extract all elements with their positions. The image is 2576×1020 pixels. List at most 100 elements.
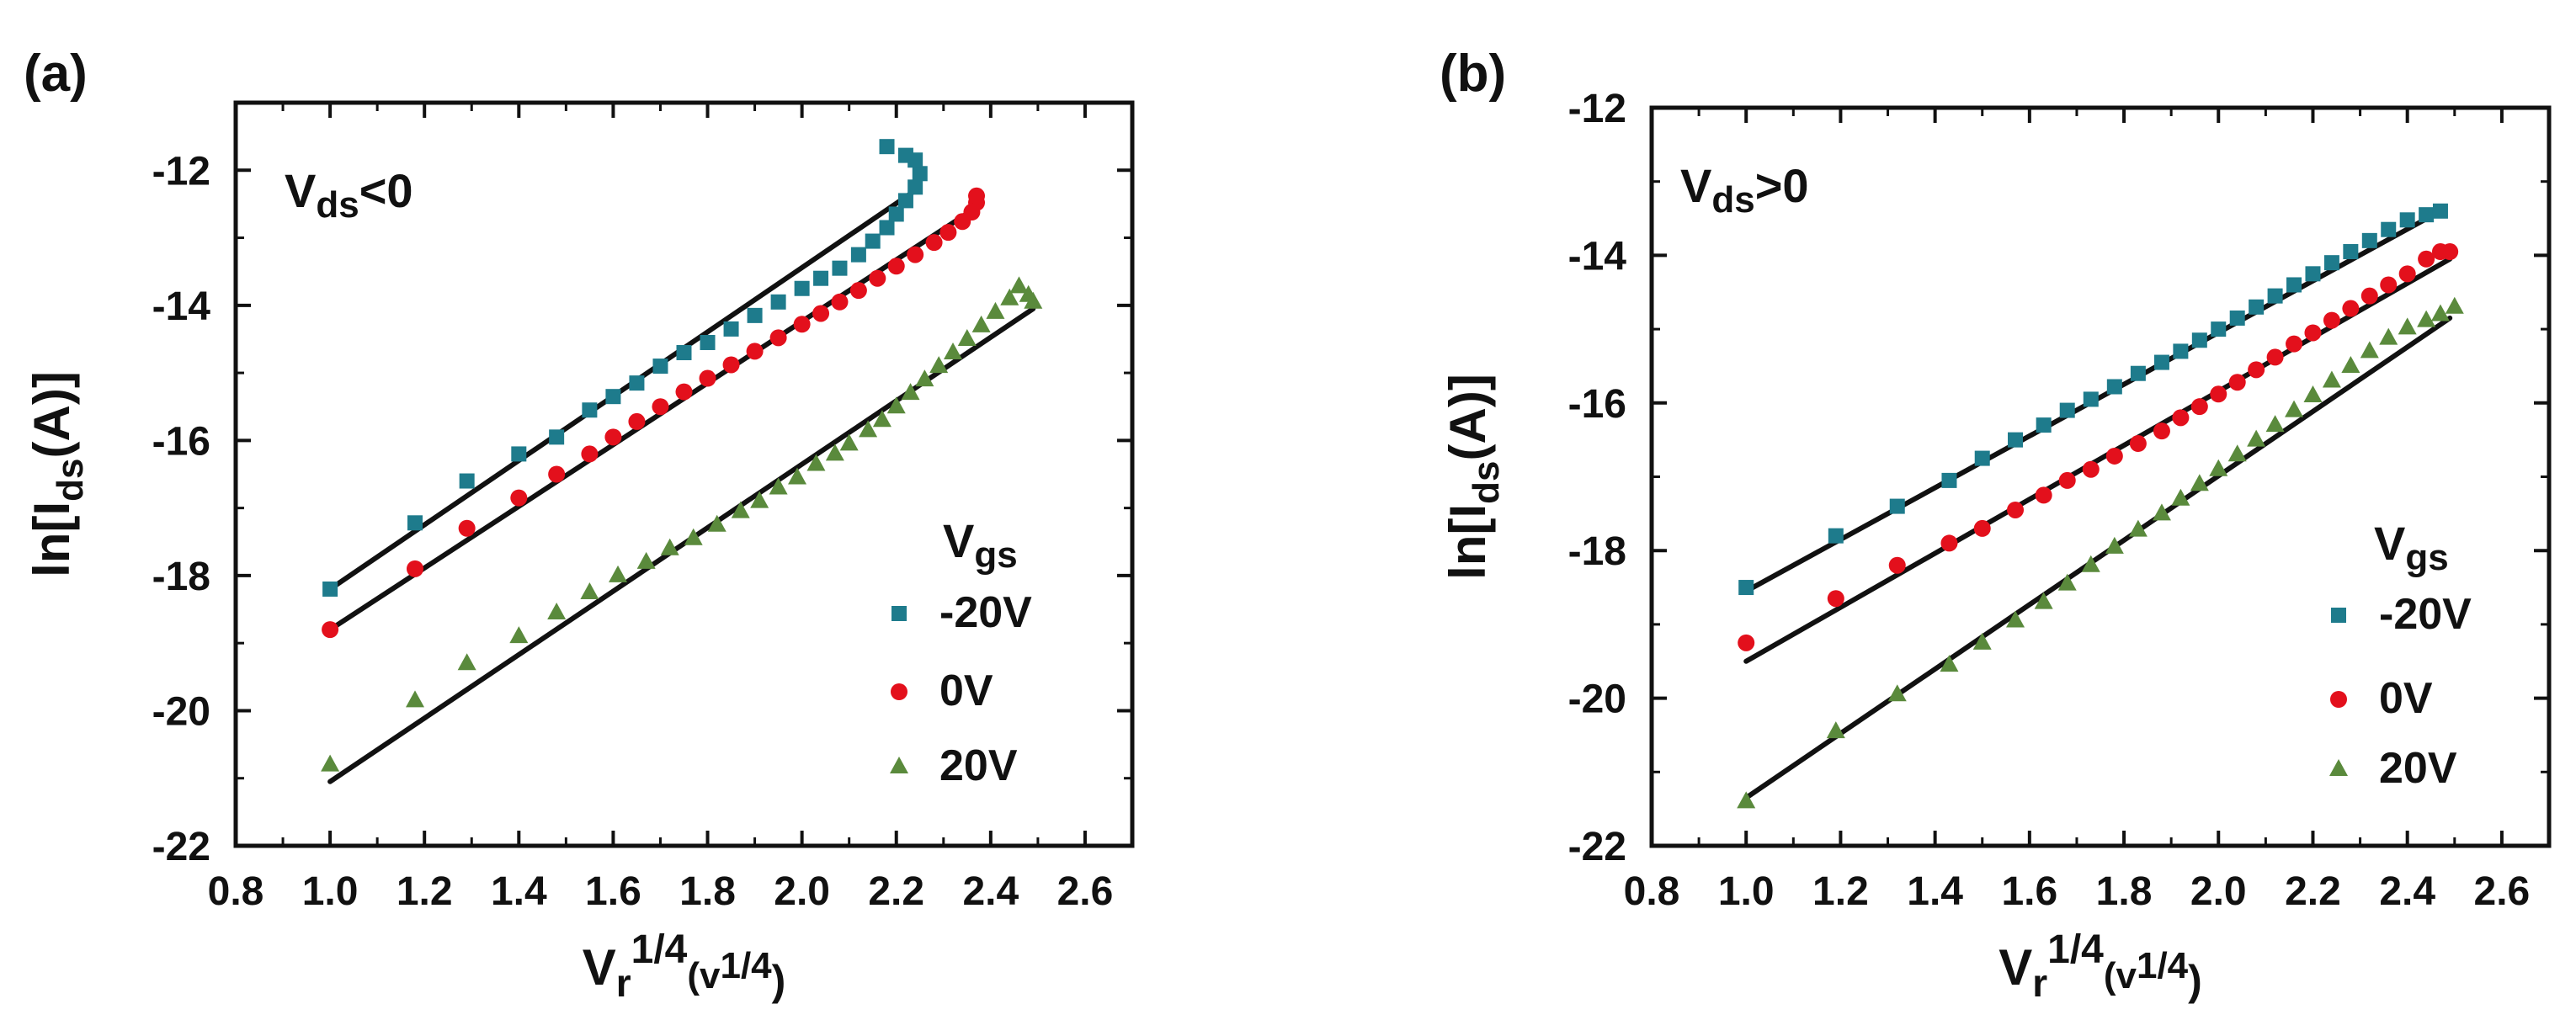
data-point (2265, 415, 2285, 433)
y-axis-label-part: (A)] (24, 371, 80, 458)
data-point (548, 465, 566, 483)
data-point (676, 345, 692, 361)
data-point (2229, 310, 2245, 326)
series-20V (321, 276, 1043, 784)
data-point (831, 293, 849, 311)
data-point (2360, 287, 2378, 305)
data-point (2360, 341, 2379, 359)
x-tick-label: 1.2 (397, 869, 453, 914)
x-tick-label: 2.2 (868, 869, 924, 914)
data-point (832, 260, 848, 276)
data-point (459, 473, 475, 489)
legend-marker (2331, 608, 2346, 623)
series--20V (1738, 203, 2448, 596)
data-point (652, 359, 668, 375)
data-point (1827, 590, 1844, 608)
data-point (2286, 335, 2303, 353)
data-point (1887, 684, 1907, 702)
x-tick-label: 2.0 (774, 869, 830, 914)
data-point (769, 329, 787, 347)
data-point (2105, 447, 2123, 465)
data-point (812, 305, 830, 322)
data-point (915, 369, 934, 387)
data-point (839, 433, 859, 451)
legend-label: 20V (2379, 744, 2457, 793)
data-point (1828, 528, 1844, 544)
legend-marker (891, 606, 907, 621)
series-0V (1738, 243, 2459, 664)
data-point (2006, 610, 2025, 628)
legend-label: -20V (2379, 590, 2472, 639)
x-axis-label-part: (v (687, 955, 721, 996)
data-point (322, 621, 339, 639)
data-point (684, 528, 703, 545)
data-point (458, 519, 476, 537)
data-point (2082, 460, 2100, 478)
data-point (1974, 450, 1990, 466)
data-point (806, 454, 826, 471)
data-point (2285, 400, 2304, 417)
fit-line (327, 305, 1036, 784)
data-point (628, 412, 646, 430)
data-point (2417, 310, 2436, 327)
data-point (457, 653, 476, 671)
y-axis-label: ln[Ids(A)] (24, 371, 91, 577)
data-point (509, 626, 529, 644)
x-tick-label: 1.0 (1718, 869, 1775, 914)
data-point (2227, 444, 2247, 462)
data-point (2381, 221, 2397, 237)
fit-line (1743, 256, 2453, 664)
data-point (2128, 519, 2148, 537)
data-point (897, 147, 913, 163)
data-point (609, 565, 628, 582)
x-tick-label: 1.4 (1907, 869, 1963, 914)
legend-label: 20V (939, 741, 1018, 790)
data-point (939, 224, 957, 242)
x-axis-label: Vr1/4(v1/4) (1999, 927, 2202, 1005)
y-tick-label: -16 (1568, 382, 1626, 427)
data-point (2398, 317, 2417, 335)
y-tick-label: -22 (1568, 825, 1626, 869)
y-tick-label: -18 (152, 555, 210, 599)
x-axis-label-sup: 1/4 (631, 927, 688, 972)
data-point (1973, 519, 1991, 537)
data-point (2248, 361, 2265, 379)
legend-title: Vgs (2374, 517, 2449, 578)
data-point (2343, 244, 2359, 260)
data-point (1000, 288, 1019, 305)
y-tick-label: -20 (1568, 677, 1626, 722)
data-point (549, 429, 565, 445)
data-point (407, 560, 423, 577)
data-point (2379, 327, 2398, 345)
data-point (869, 269, 886, 287)
y-axis-label-sub: ds (50, 458, 91, 501)
data-point (2083, 391, 2099, 407)
data-point (879, 139, 895, 155)
data-point (2058, 471, 2076, 489)
x-axis-label-part: (v (2104, 955, 2137, 996)
data-point (2249, 299, 2265, 315)
data-point (2342, 300, 2360, 317)
data-point (886, 396, 906, 414)
panel-a: (a) 0.8 1.0 1.2 1.4 1.6 1.8 2.0 2.2 2.4 2.6 -22 -20 -… (24, 45, 1135, 1005)
plot-frame (233, 100, 1135, 848)
data-point (2445, 296, 2464, 314)
data-point (872, 410, 891, 428)
data-point (321, 754, 340, 772)
data-point (1738, 634, 1755, 651)
x-axis-label-part: ) (2188, 957, 2202, 1004)
legend-label: 0V (2379, 674, 2433, 723)
data-point (2211, 321, 2227, 337)
data-point (925, 234, 943, 252)
data-point (406, 690, 424, 708)
data-point (1738, 580, 1754, 596)
data-point (580, 582, 599, 599)
data-point (2153, 354, 2169, 370)
data-point (788, 467, 807, 485)
y-axis-label-part: ln[I (24, 502, 80, 577)
data-point (2419, 207, 2435, 223)
y-axis-label-sub: ds (1466, 460, 1507, 503)
data-point (2008, 432, 2024, 448)
data-point (1889, 498, 1905, 514)
